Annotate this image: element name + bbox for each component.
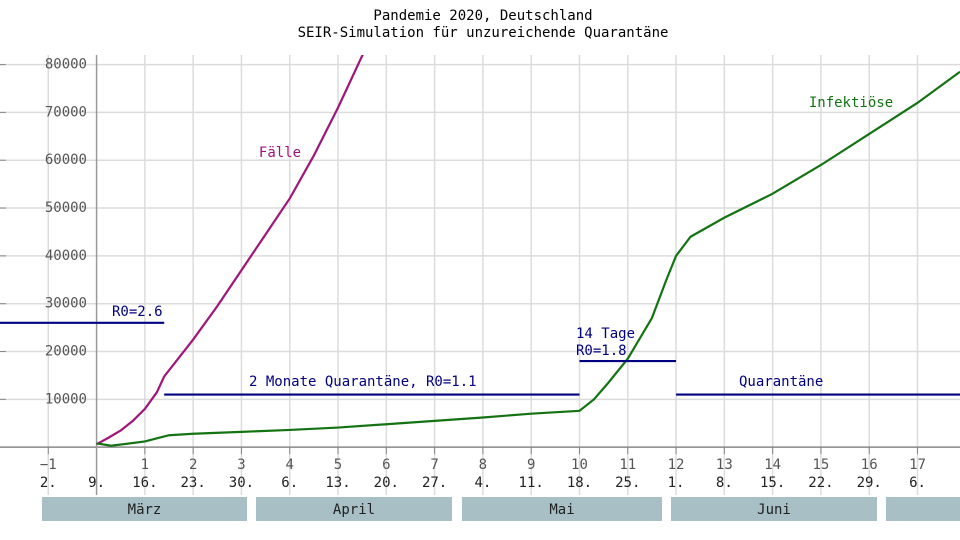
month-label: April: [333, 502, 375, 518]
x-tick-label: 2: [189, 457, 197, 473]
x-tick-label: 10: [571, 457, 588, 473]
date-label: 18.: [567, 475, 592, 491]
annotation: R0=2.6: [112, 304, 163, 320]
date-label: 25.: [615, 475, 640, 491]
y-tick-label: 50000: [45, 200, 87, 216]
x-tick-label: 9: [527, 457, 535, 473]
x-tick-label: 6: [382, 457, 390, 473]
x-tick-label: 4: [286, 457, 294, 473]
month-band: [42, 497, 247, 521]
x-tick-label: 15: [812, 457, 829, 473]
line: [96, 55, 364, 446]
plot-area: [0, 55, 960, 447]
x-tick-label: 8: [479, 457, 487, 473]
y-tick-label: 60000: [45, 152, 87, 168]
series-label: Infektiöse: [809, 95, 893, 111]
x-tick-label: 11: [619, 457, 636, 473]
line: [96, 70, 960, 447]
x-tick-label: 1: [141, 457, 149, 473]
date-label: 22.: [808, 475, 833, 491]
y-tick-label: 10000: [45, 391, 87, 407]
annotation: 14 Tage: [576, 326, 635, 342]
y-tick-label: 30000: [45, 296, 87, 312]
month-label: Mai: [549, 502, 574, 518]
x-tick-label: 17: [909, 457, 926, 473]
month-band: [671, 497, 877, 521]
date-label: 23.: [181, 475, 206, 491]
date-label: 6.: [281, 475, 298, 491]
month-label: Juni: [757, 502, 791, 518]
month-band: [256, 497, 452, 521]
chart-title: Pandemie 2020, Deutschland: [373, 8, 592, 24]
month-band: [886, 497, 960, 521]
date-label: 1.: [668, 475, 685, 491]
date-label: 29.: [857, 475, 882, 491]
y-tick-label: 70000: [45, 104, 87, 120]
x-tick-label: 12: [668, 457, 685, 473]
date-label: 11.: [519, 475, 544, 491]
date-label: 15.: [760, 475, 785, 491]
x-tick-label: 7: [430, 457, 438, 473]
chart-subtitle: SEIR-Simulation für unzureichende Quaran…: [298, 25, 669, 41]
y-tick-label: 80000: [45, 57, 87, 73]
date-label: 20.: [374, 475, 399, 491]
month-label: März: [128, 502, 162, 518]
date-label: 13.: [325, 475, 350, 491]
x-tick-label: 14: [764, 457, 781, 473]
date-label: 9.: [88, 475, 105, 491]
y-tick-label: 20000: [45, 344, 87, 360]
date-label: 8.: [716, 475, 733, 491]
x-tick-label: 16: [861, 457, 878, 473]
annotation: 2 Monate Quarantäne, R0=1.1: [249, 374, 477, 390]
date-label: 4.: [474, 475, 491, 491]
date-label: 27.: [422, 475, 447, 491]
date-label: 6.: [909, 475, 926, 491]
x-tick-label: 13: [716, 457, 733, 473]
series-label: Fälle: [259, 145, 301, 161]
y-tick-label: 40000: [45, 248, 87, 264]
annotation: Quarantäne: [739, 374, 823, 390]
x-tick-label: 3: [237, 457, 245, 473]
month-band: [462, 497, 662, 521]
annotation: R0=1.8: [576, 343, 627, 359]
x-tick-label: −1: [40, 457, 57, 473]
date-label: 2.: [40, 475, 57, 491]
date-label: 30.: [229, 475, 254, 491]
date-label: 16.: [132, 475, 157, 491]
x-tick-label: 5: [334, 457, 342, 473]
